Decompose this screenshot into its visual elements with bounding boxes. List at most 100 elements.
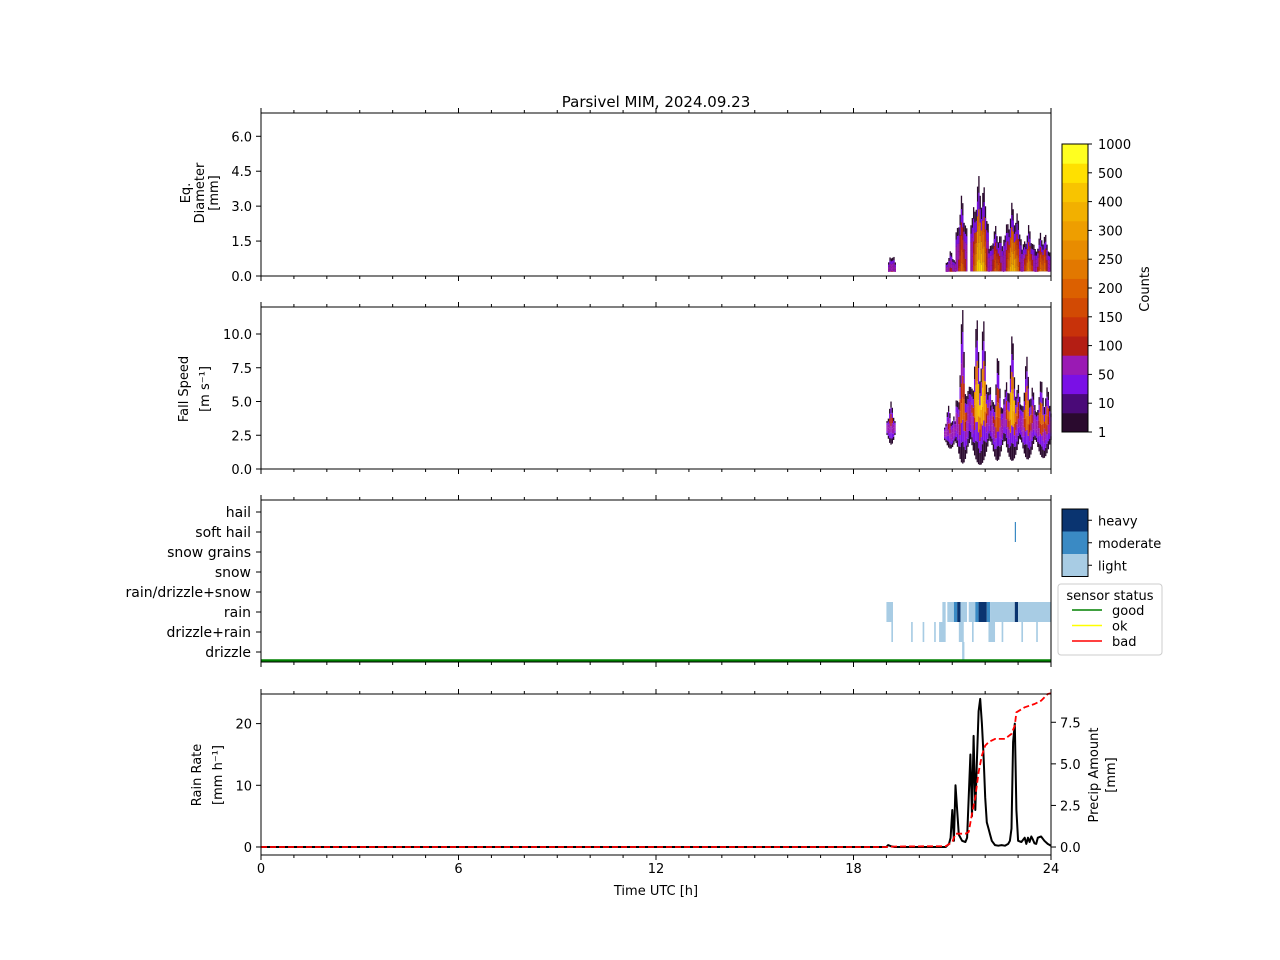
diameter-cell xyxy=(1034,267,1036,272)
diameter-cell xyxy=(1012,220,1014,232)
fallspeed-cell xyxy=(1032,429,1035,437)
precip-type-cell xyxy=(988,622,996,642)
fallspeed-cell xyxy=(1007,392,1009,402)
diameter-cell xyxy=(1022,260,1025,266)
fallspeed-cell xyxy=(960,422,963,443)
fallspeed-cell xyxy=(981,425,984,445)
diameter-cell xyxy=(1027,267,1030,272)
diameter-ylabel-line1: Eq. xyxy=(179,183,194,204)
diameter-cell xyxy=(1049,264,1051,269)
diameter-cell xyxy=(1012,253,1014,265)
fallspeed-cell xyxy=(990,431,992,437)
x-tick-label: 0 xyxy=(257,862,265,877)
fallspeed-cell xyxy=(991,406,993,413)
diameter-cell xyxy=(1007,250,1009,259)
diameter-cell xyxy=(980,241,983,254)
fallspeed-cell xyxy=(976,320,978,341)
fallspeed-cell xyxy=(976,340,978,361)
precip-type-cell xyxy=(960,602,968,622)
fallspeed-cell xyxy=(988,395,990,403)
fallspeed-cell xyxy=(981,350,984,370)
diameter-cell xyxy=(1045,269,1047,272)
diameter-cell xyxy=(1046,265,1048,271)
sensor-legend-title: sensor status xyxy=(1066,589,1153,604)
fallspeed-cell xyxy=(1034,410,1036,415)
fallspeed-cell xyxy=(996,358,999,373)
fallspeed-cell xyxy=(1032,407,1035,415)
fallspeed-cell xyxy=(1026,400,1028,416)
fallspeed-cell xyxy=(1008,447,1010,457)
diameter-cell xyxy=(953,270,955,272)
fallspeed-cell xyxy=(998,403,1000,418)
diameter-cell xyxy=(890,271,893,272)
diameter-cell xyxy=(950,264,953,269)
diameter-cell xyxy=(945,265,947,268)
diameter-cell xyxy=(1000,249,1002,257)
fallspeed-cell xyxy=(1037,415,1039,421)
fallspeed-cell xyxy=(889,423,891,429)
precip-type-label: soft hail xyxy=(195,525,251,541)
fallspeed-cell xyxy=(947,435,950,442)
diameter-cell xyxy=(1045,262,1047,270)
diameter-cell xyxy=(1021,271,1023,272)
fallspeed-cell xyxy=(1039,402,1042,413)
fallspeed-cell xyxy=(1031,396,1033,406)
diameter-cell xyxy=(1015,240,1017,250)
fallspeed-cell xyxy=(1035,416,1038,421)
diameter-cell xyxy=(1037,253,1039,258)
fallspeed-cell xyxy=(994,449,996,457)
diameter-cell xyxy=(972,230,975,242)
colorbar-label: Counts xyxy=(1138,266,1153,312)
fallspeed-cell xyxy=(979,393,981,406)
fallspeed-cell xyxy=(967,422,969,431)
fallspeed-cell xyxy=(1012,376,1014,394)
diameter-cell xyxy=(893,263,895,267)
diameter-cell xyxy=(980,264,983,272)
diameter-cell xyxy=(1011,263,1013,272)
fallspeed-cell xyxy=(1021,437,1023,443)
fallspeed-cell xyxy=(1030,414,1032,423)
diameter-cell xyxy=(892,271,894,272)
diameter-cell xyxy=(971,227,973,238)
sensor-legend-box xyxy=(1057,583,1163,656)
precip-type-label: hail xyxy=(226,505,251,521)
fallspeed-cell xyxy=(950,430,952,434)
fallspeed-cell xyxy=(1042,432,1044,441)
diameter-cell xyxy=(950,260,953,265)
fallspeed-cell xyxy=(1045,447,1047,457)
precip-amount-ylabel-line2: [mm] xyxy=(1104,757,1119,792)
diameter-cell xyxy=(958,267,960,272)
fallspeed-cell xyxy=(992,423,995,431)
fallspeed-cell xyxy=(1041,381,1043,393)
fallspeed-cell xyxy=(1021,426,1023,432)
fallspeed-cell xyxy=(1035,412,1038,417)
fallspeed-cell xyxy=(1047,400,1050,409)
diameter-heatmap xyxy=(888,176,1051,272)
fallspeed-cell xyxy=(1028,424,1031,433)
diameter-cell xyxy=(889,266,891,270)
fallspeed-cell xyxy=(955,406,957,413)
fallspeed-cell xyxy=(968,394,971,402)
fallspeed-cell xyxy=(981,406,984,426)
diameter-cell xyxy=(1041,246,1043,253)
diameter-cell xyxy=(966,252,968,261)
fallspeed-cell xyxy=(947,429,950,436)
diameter-cell xyxy=(996,256,998,263)
diameter-cell xyxy=(894,264,896,267)
fallspeed-cell xyxy=(970,431,972,440)
fallspeed-cell xyxy=(975,347,977,367)
sensor-legend-label-ok: ok xyxy=(1112,620,1128,635)
fallspeed-cell xyxy=(1015,421,1017,430)
diameter-cell xyxy=(992,259,994,266)
fallspeed-cell xyxy=(1047,424,1050,433)
fallspeed-cell xyxy=(995,438,997,450)
diameter-cell xyxy=(1024,264,1026,271)
fallspeed-cell xyxy=(963,415,965,431)
fallspeed-cell xyxy=(1046,415,1048,426)
fallspeed-cell xyxy=(1045,398,1047,407)
fallspeed-cell xyxy=(1039,423,1042,434)
precip-type-cell xyxy=(957,602,961,622)
fallspeed-cell xyxy=(1028,441,1031,450)
fallspeed-cell xyxy=(1043,414,1046,422)
diameter-cell xyxy=(1043,256,1046,263)
